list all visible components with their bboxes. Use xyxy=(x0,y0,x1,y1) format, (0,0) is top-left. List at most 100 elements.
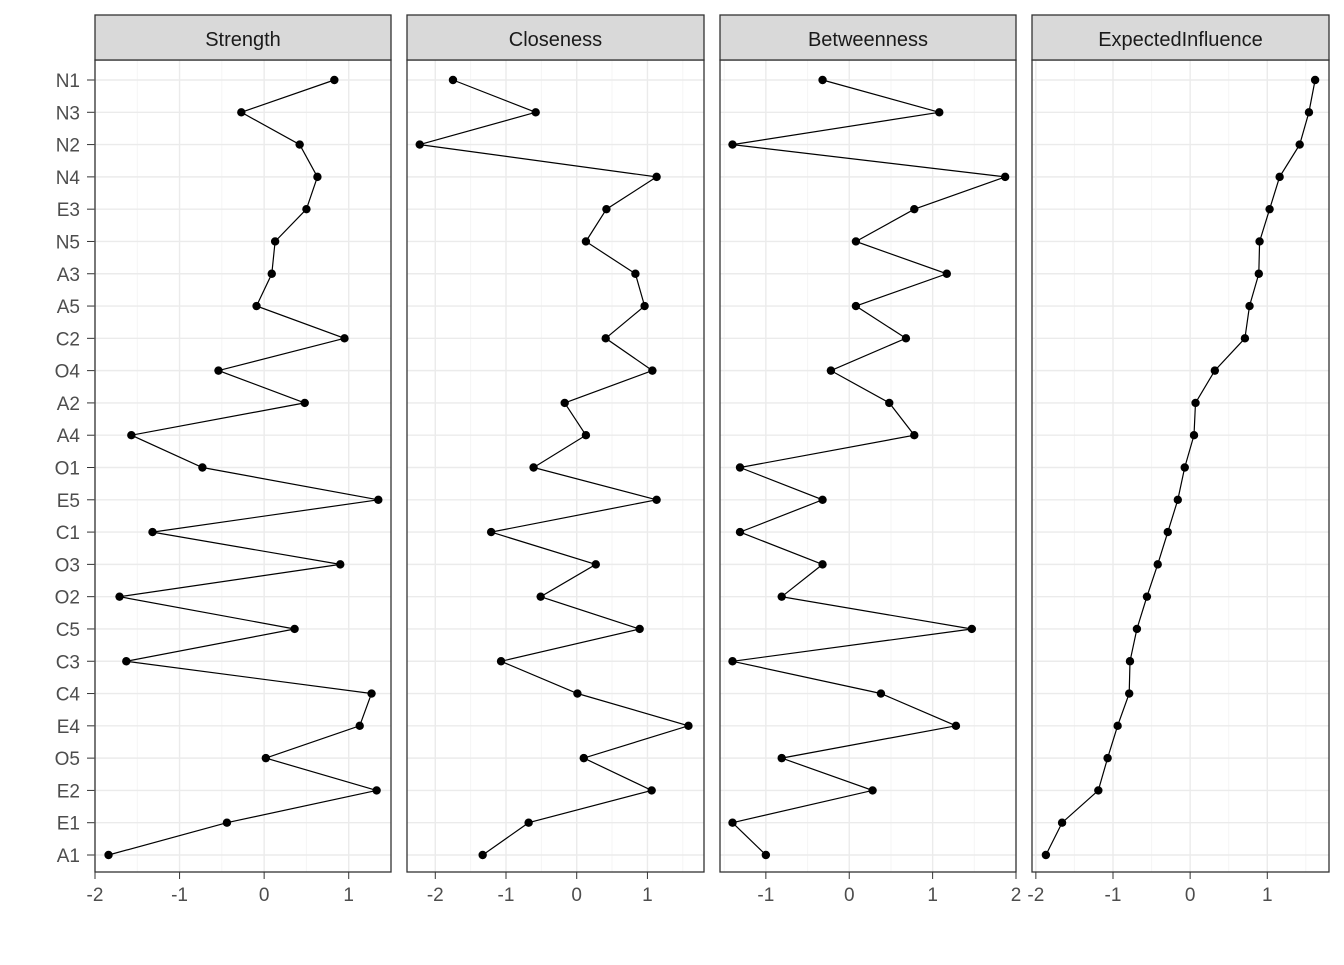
data-point-closeness-n3 xyxy=(531,108,540,117)
data-point-betweenness-n1 xyxy=(818,75,827,85)
data-point-expectedinfluence-n3 xyxy=(1304,108,1314,117)
data-point-closeness-e2 xyxy=(647,786,656,795)
data-point-closeness-a5 xyxy=(640,301,649,311)
data-point-expectedinfluence-c5 xyxy=(1132,624,1142,634)
data-point-strength-e2 xyxy=(372,786,381,795)
data-point-strength-e5 xyxy=(374,495,383,504)
data-point-betweenness-e2 xyxy=(868,786,877,795)
data-point-closeness-a3 xyxy=(631,269,640,278)
y-tick-label-o3: O3 xyxy=(55,555,80,576)
data-point-closeness-c3 xyxy=(496,657,506,666)
data-point-expectedinfluence-c3 xyxy=(1125,657,1135,666)
y-tick-label-e4: E4 xyxy=(57,717,81,738)
data-point-closeness-e1 xyxy=(524,818,533,827)
data-point-strength-n4 xyxy=(313,172,322,182)
panel-background xyxy=(1032,60,1329,872)
data-point-closeness-o3 xyxy=(591,560,601,569)
data-point-closeness-n1 xyxy=(448,75,458,85)
x-tick-label-expectedinfluence: 0 xyxy=(1185,885,1196,906)
strip-title-expectedinfluence: ExpectedInfluence xyxy=(1098,29,1263,51)
y-tick-label-n5: N5 xyxy=(56,232,80,253)
data-point-betweenness-e4 xyxy=(951,721,961,731)
data-point-betweenness-c4 xyxy=(876,689,886,698)
x-tick-label-closeness: -2 xyxy=(427,885,444,906)
x-tick-label-closeness: -1 xyxy=(498,885,515,906)
data-point-expectedinfluence-n1 xyxy=(1310,75,1320,85)
data-point-betweenness-n2 xyxy=(728,140,737,149)
y-tick-label-a3: A3 xyxy=(57,265,80,286)
data-point-closeness-a4 xyxy=(581,431,591,440)
panel-strength: Strength -2 -1 0 1 xyxy=(87,14,392,906)
y-tick-label-c4: C4 xyxy=(56,685,81,706)
data-point-strength-a1 xyxy=(104,850,113,860)
y-tick-label-c2: C2 xyxy=(56,329,80,350)
data-point-closeness-e5 xyxy=(652,495,661,504)
data-point-expectedinfluence-o5 xyxy=(1103,753,1112,763)
x-tick-label-strength: -1 xyxy=(171,885,188,906)
y-tick-label-n2: N2 xyxy=(56,136,80,157)
data-point-betweenness-e1 xyxy=(728,818,737,827)
x-tick-label-closeness: 1 xyxy=(642,885,653,906)
strip-expectedinfluence xyxy=(1031,14,1330,61)
x-tick-label-betweenness: 2 xyxy=(1011,885,1022,906)
data-point-expectedinfluence-n4 xyxy=(1275,172,1284,182)
y-tick-label-e1: E1 xyxy=(57,814,80,835)
data-point-strength-e3 xyxy=(302,204,311,214)
data-point-strength-o5 xyxy=(261,753,271,763)
x-tick-label-betweenness: 0 xyxy=(844,885,855,906)
data-point-expectedinfluence-a2 xyxy=(1191,398,1200,408)
data-point-betweenness-a1 xyxy=(761,850,771,860)
data-point-strength-e1 xyxy=(222,818,232,827)
data-point-closeness-e3 xyxy=(602,204,611,214)
x-tick-label-closeness: 0 xyxy=(571,885,582,906)
strip-title-strength: Strength xyxy=(205,29,281,51)
data-point-strength-n1 xyxy=(330,75,339,85)
data-point-expectedinfluence-e2 xyxy=(1094,786,1103,795)
x-tick-label-strength: -2 xyxy=(87,885,104,906)
data-point-expectedinfluence-a5 xyxy=(1245,301,1254,311)
data-point-expectedinfluence-a4 xyxy=(1189,431,1199,440)
y-tick-label-a1: A1 xyxy=(57,846,80,867)
y-tick-label-a5: A5 xyxy=(57,297,80,318)
data-point-strength-n3 xyxy=(237,108,246,117)
data-point-strength-c5 xyxy=(290,624,299,634)
y-tick-label-n4: N4 xyxy=(56,168,81,189)
data-point-strength-o2 xyxy=(115,592,124,601)
data-point-expectedinfluence-n2 xyxy=(1295,140,1304,149)
data-point-expectedinfluence-e1 xyxy=(1057,818,1067,827)
y-tick-label-a4: A4 xyxy=(57,426,81,447)
data-point-closeness-o1 xyxy=(529,463,538,472)
y-tick-label-e2: E2 xyxy=(57,781,80,802)
x-tick-label-expectedinfluence: -2 xyxy=(1027,885,1044,906)
data-point-betweenness-c5 xyxy=(967,624,977,634)
panel-background xyxy=(720,60,1016,872)
data-point-closeness-e4 xyxy=(684,721,693,731)
data-point-betweenness-o4 xyxy=(826,366,836,375)
y-tick-label-a2: A2 xyxy=(57,394,80,415)
data-point-closeness-o2 xyxy=(536,592,545,601)
data-point-betweenness-e5 xyxy=(818,495,827,504)
data-point-betweenness-c2 xyxy=(901,334,911,343)
data-point-expectedinfluence-c1 xyxy=(1163,527,1172,537)
data-point-expectedinfluence-o3 xyxy=(1153,560,1162,569)
data-point-expectedinfluence-o4 xyxy=(1210,366,1220,375)
data-point-closeness-c4 xyxy=(573,689,582,698)
strip-strength xyxy=(94,14,392,61)
strip-title-closeness: Closeness xyxy=(509,29,602,51)
data-point-strength-e4 xyxy=(355,721,364,731)
y-tick-label-e3: E3 xyxy=(57,200,80,221)
data-point-expectedinfluence-e3 xyxy=(1265,204,1274,214)
y-tick-label-c1: C1 xyxy=(56,523,80,544)
data-point-closeness-c2 xyxy=(601,334,610,343)
panel-expectedinfluence: ExpectedInfluence -2 -1 0 1 xyxy=(1027,14,1330,906)
data-point-strength-a3 xyxy=(267,269,276,278)
data-point-expectedinfluence-a1 xyxy=(1041,850,1051,860)
data-point-strength-c4 xyxy=(367,689,376,698)
data-point-strength-n2 xyxy=(295,140,304,149)
data-point-strength-o1 xyxy=(198,463,207,472)
data-point-strength-o4 xyxy=(214,366,223,375)
y-tick-label-c5: C5 xyxy=(56,620,80,641)
data-point-betweenness-n3 xyxy=(935,108,944,117)
